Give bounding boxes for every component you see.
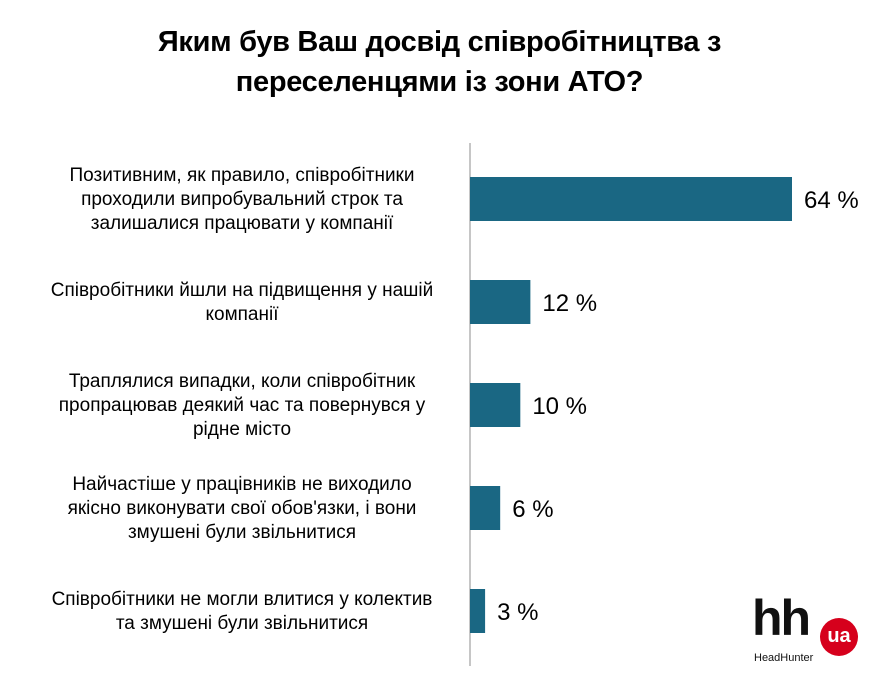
bar-value-label-5: 3 % (497, 599, 538, 626)
chart-title-line-1: Яким був Ваш досвід співробітництва з (157, 26, 722, 58)
bar-3 (470, 383, 521, 427)
bar-1 (470, 177, 792, 221)
logo-ua-badge: ua (820, 618, 858, 656)
category-label-4-line-1: Найчастіше у працівників не виходило (72, 474, 411, 495)
category-label-1-line-1: Позитивним, як правило, співробітники (70, 165, 415, 186)
bar-5 (470, 589, 486, 633)
category-label-1-line-3: залишалися працювати у компанії (91, 213, 394, 234)
logo-subtitle: HeadHunter (754, 652, 814, 664)
category-label-4-line-3: змушені були звільнитися (128, 522, 356, 543)
category-label-2-line-1: Співробітники йшли на підвищення у нашій (51, 280, 434, 301)
chart-title-line-2: переселенцями із зони АТО? (235, 66, 644, 98)
category-label-2-line-2: компанії (205, 304, 279, 325)
category-label-4-line-2: якісно виконувати свої обов'язки, і вони (68, 498, 417, 519)
category-label-5-line-1: Співробітники не могли влитися у колекти… (52, 589, 433, 610)
bar-value-label-3: 10 % (532, 393, 587, 420)
chart-title: Яким був Ваш досвід співробітництва з пе… (0, 22, 879, 102)
category-label-3-line-3: рідне місто (193, 419, 291, 440)
category-label-5-line-2: та змушені були звільнитися (116, 613, 368, 634)
bar-2 (470, 280, 531, 324)
bar-value-label-2: 12 % (542, 290, 597, 317)
bar-value-label-1: 64 % (804, 187, 859, 214)
category-label-3-line-1: Траплялися випадки, коли співробітник (69, 371, 416, 392)
category-label-1-line-2: проходили випробувальний строк та (81, 189, 403, 210)
bar-value-label-4: 6 % (512, 496, 553, 523)
logo-hh-text: hh (752, 590, 811, 646)
bar-4 (470, 486, 501, 530)
headhunter-logo: hh ua HeadHunter (752, 590, 862, 668)
category-label-3-line-2: пропрацював деякий час та повернувся у (59, 395, 426, 416)
